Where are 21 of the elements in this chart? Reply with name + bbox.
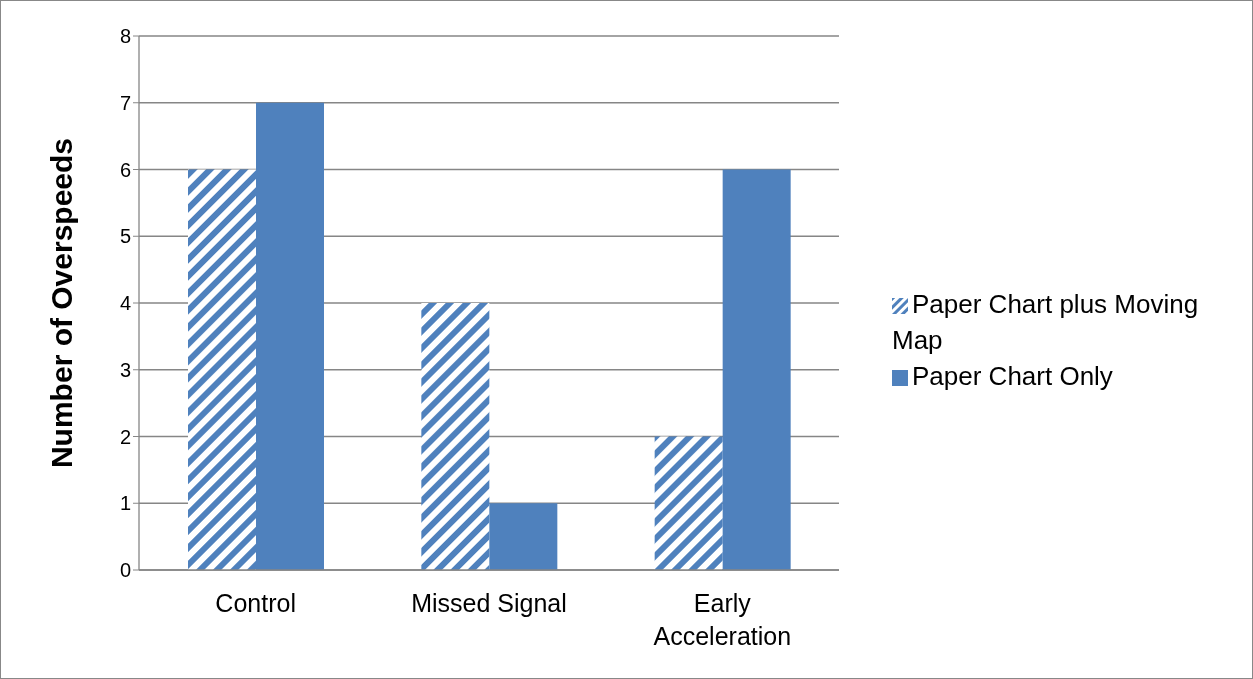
y-axis-title: Number of Overspeeds: [44, 137, 78, 469]
y-tick-label: 0: [119, 559, 131, 582]
bar: [256, 102, 324, 570]
y-tick-label: 5: [119, 225, 131, 248]
y-tick-label: 6: [119, 158, 131, 181]
y-tick-label: 1: [119, 492, 131, 515]
y-tick-label: 8: [119, 25, 131, 48]
bar: [722, 169, 791, 570]
y-tick-label: 4: [119, 292, 131, 315]
legend-label: Paper Chart plus Moving Map: [892, 288, 1199, 355]
y-tick-label: 7: [119, 91, 131, 114]
legend-label: Paper Chart Only: [912, 360, 1113, 391]
x-tick-label: Early Acceleration: [653, 589, 792, 650]
y-tick-label: 3: [119, 358, 131, 381]
y-tick-label: 2: [119, 425, 131, 448]
bar: [654, 436, 723, 570]
x-tick-label: Control: [215, 589, 296, 617]
x-tick-label: Missed Signal: [411, 589, 567, 617]
bar: [489, 503, 558, 570]
bar: [421, 303, 490, 570]
bar: [188, 169, 256, 570]
